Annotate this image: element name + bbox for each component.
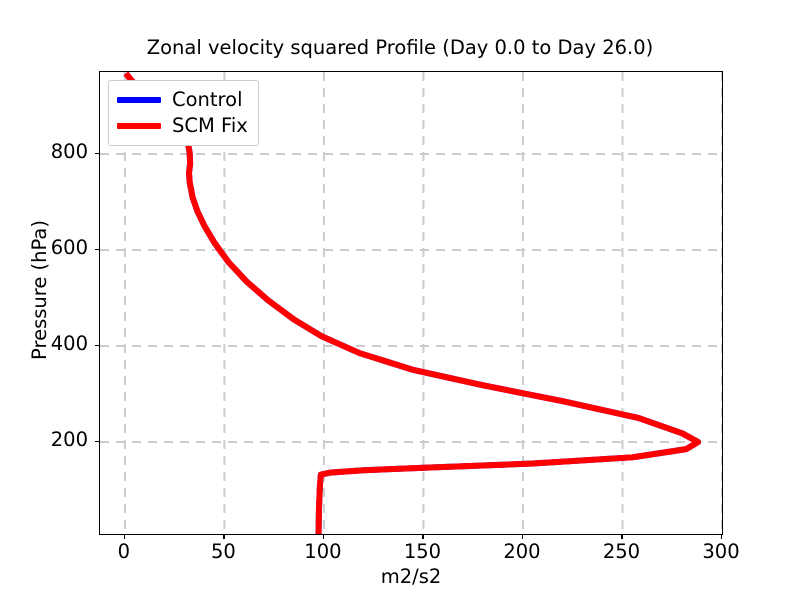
y-tick-label: 600 [50, 236, 88, 260]
data-series-group [123, 72, 702, 534]
chart-title: Zonal velocity squared Profile (Day 0.0 … [146, 36, 654, 59]
y-tick-label: 200 [50, 427, 88, 451]
x-tick-mark [223, 535, 225, 539]
x-tick-mark [621, 535, 623, 539]
y-tick-label: 400 [50, 331, 88, 355]
x-tick-label: 250 [602, 540, 641, 563]
legend-item-label: Control [172, 88, 243, 111]
x-axis-label: m2/s2 [380, 565, 442, 588]
plot-area [99, 71, 723, 535]
x-tick-mark [123, 535, 126, 539]
chart-legend[interactable]: Control SCM Fix [108, 80, 259, 146]
x-tick-label: 50 [210, 540, 236, 563]
y-tick-mark [95, 440, 99, 443]
legend-item-control[interactable]: Control [117, 87, 248, 113]
plot-svg [100, 72, 722, 534]
y-tick-mark [95, 153, 99, 155]
y-tick-label: 800 [50, 140, 88, 164]
x-tick-label: 300 [702, 540, 740, 563]
x-tick-mark [521, 535, 524, 539]
y-tick-mark [95, 249, 99, 251]
x-tick-mark [422, 535, 424, 539]
x-tick-label: 150 [403, 540, 442, 563]
legend-color-swatch [117, 97, 161, 103]
legend-item-scm-fix[interactable]: SCM Fix [117, 113, 248, 139]
x-tick-label: 100 [304, 540, 342, 563]
y-axis-label: Pressure (hPa) [28, 220, 51, 360]
x-tick-label: 0 [117, 540, 131, 563]
x-tick-mark [721, 535, 723, 539]
legend-item-label: SCM Fix [172, 114, 248, 137]
y-tick-mark [95, 344, 99, 347]
x-tick-mark [322, 535, 325, 539]
series-line-scm-fix [123, 72, 702, 534]
legend-color-swatch [117, 123, 161, 129]
x-tick-label: 200 [503, 540, 541, 563]
